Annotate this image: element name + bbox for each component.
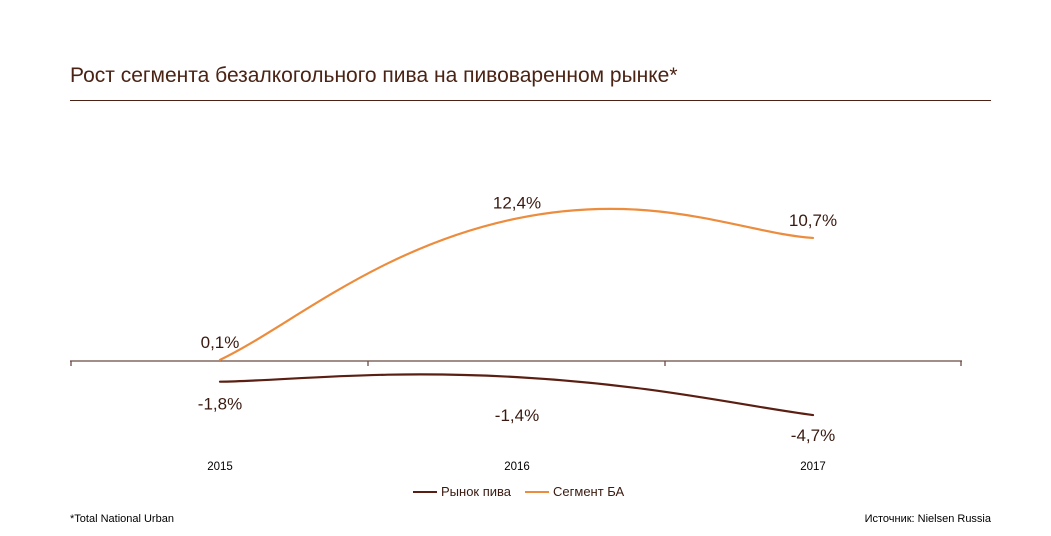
data-label: 12,4% bbox=[493, 193, 541, 212]
legend-swatch-beer-market bbox=[413, 490, 437, 493]
legend-item-beer-market: Рынок пива bbox=[413, 484, 511, 499]
x-tick-label: 2015 bbox=[207, 461, 233, 473]
data-label: 0,1% bbox=[201, 333, 240, 352]
data-label: -1,4% bbox=[495, 406, 539, 425]
chart-title: Рост сегмента безалкогольного пива на пи… bbox=[70, 64, 678, 87]
x-tick-label: 2017 bbox=[800, 461, 826, 473]
title-divider bbox=[70, 100, 991, 101]
data-label: -1,8% bbox=[198, 395, 242, 414]
legend: Рынок пива Сегмент БА bbox=[413, 484, 624, 499]
legend-swatch-na-segment bbox=[525, 490, 550, 493]
source-note: Источник: Nielsen Russia bbox=[864, 513, 991, 525]
legend-item-na-segment: Сегмент БА bbox=[525, 484, 624, 499]
data-label: 10,7% bbox=[789, 211, 837, 230]
x-tick-label: 2016 bbox=[504, 461, 530, 473]
footnote: *Total National Urban bbox=[70, 513, 174, 525]
data-label: -4,7% bbox=[791, 426, 835, 445]
series-line-na-segment bbox=[218, 207, 815, 361]
series-line-beer-market bbox=[218, 373, 815, 417]
legend-label-beer-market: Рынок пива bbox=[441, 484, 512, 499]
legend-label-na-segment: Сегмент БА bbox=[553, 484, 625, 499]
